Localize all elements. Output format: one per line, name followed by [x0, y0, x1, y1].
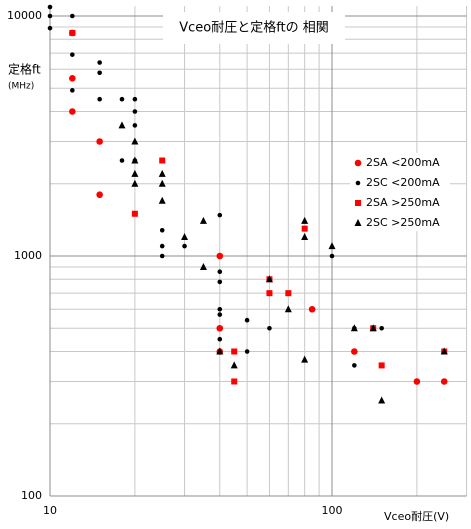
plot [47, 4, 448, 404]
point [267, 325, 272, 331]
y-tick-label: 100 [21, 489, 42, 502]
title-box [163, 12, 345, 44]
point [131, 137, 139, 145]
point [413, 378, 421, 385]
point [440, 347, 448, 355]
point [97, 60, 102, 65]
point [47, 25, 53, 31]
point [132, 96, 138, 102]
point [216, 324, 224, 332]
point [69, 75, 76, 82]
point [70, 52, 75, 57]
point [47, 13, 53, 19]
point [131, 179, 139, 187]
point [285, 290, 292, 297]
legend-marker [354, 159, 362, 167]
point [217, 279, 223, 285]
point [70, 13, 75, 19]
point [328, 242, 336, 250]
legend-marker [355, 200, 361, 206]
x-label-box [382, 508, 470, 526]
legend-label: 2SC >250mA [366, 216, 440, 229]
point [70, 88, 75, 93]
point [378, 396, 386, 404]
point [119, 96, 125, 102]
point [158, 196, 166, 204]
y-axis-unit: (MHz) [8, 82, 34, 92]
point [131, 169, 139, 177]
point [159, 157, 166, 164]
y-axis-label: 定格ft [8, 62, 41, 77]
y-tick-label: 1000 [14, 249, 42, 262]
point [199, 262, 207, 270]
x-axis-label: Vceo耐圧(V) [384, 510, 449, 523]
point [379, 325, 384, 331]
point [131, 156, 139, 164]
point [230, 361, 238, 369]
point [199, 216, 207, 224]
x-tick-label: 10 [43, 504, 57, 517]
point [352, 363, 357, 368]
point [231, 348, 238, 355]
grid [49, 6, 468, 497]
point [216, 252, 224, 260]
point [96, 138, 103, 145]
chart-title: Vceo耐圧と定格ftの 相関 [179, 20, 329, 36]
point [159, 243, 165, 249]
point [217, 336, 223, 342]
point [181, 232, 189, 240]
point [132, 123, 138, 128]
point [350, 324, 358, 332]
point [231, 378, 238, 385]
legend-marker [354, 219, 362, 226]
point [301, 232, 309, 240]
point [351, 348, 358, 355]
point [47, 4, 53, 10]
point [182, 243, 187, 249]
point [244, 317, 250, 323]
point [217, 312, 223, 317]
point [158, 179, 166, 187]
point [301, 225, 308, 232]
point [217, 269, 223, 275]
point [132, 109, 138, 114]
point [244, 349, 250, 354]
point [216, 347, 224, 355]
point [301, 216, 309, 224]
legend: 2SA <200mA 2SC <200mA 2SA >250mA 2SC >250mA [350, 153, 450, 231]
point [301, 355, 309, 363]
legend-label: 2SA <200mA [366, 156, 440, 169]
legend-marker [355, 180, 361, 186]
point [69, 108, 76, 115]
legend-box [350, 153, 450, 231]
point [131, 210, 138, 217]
point [329, 253, 335, 259]
point [265, 275, 273, 283]
point [97, 70, 102, 76]
point [97, 96, 102, 102]
point [378, 362, 385, 369]
point [369, 324, 377, 332]
point [96, 191, 103, 199]
point [119, 158, 125, 163]
point [440, 378, 448, 385]
point [284, 305, 292, 313]
point [266, 290, 273, 297]
legend-label: 2SA >250mA [366, 196, 440, 209]
point [308, 305, 316, 313]
point [217, 212, 223, 218]
y-label-box [4, 58, 46, 96]
y-tick-label: 10000 [7, 9, 42, 22]
point [158, 169, 166, 177]
legend-label: 2SC <200mA [366, 176, 440, 189]
point [118, 121, 126, 129]
point [159, 227, 165, 233]
point [159, 253, 165, 259]
x-tick-label: 100 [322, 504, 343, 517]
point [217, 306, 223, 312]
point [69, 29, 76, 36]
